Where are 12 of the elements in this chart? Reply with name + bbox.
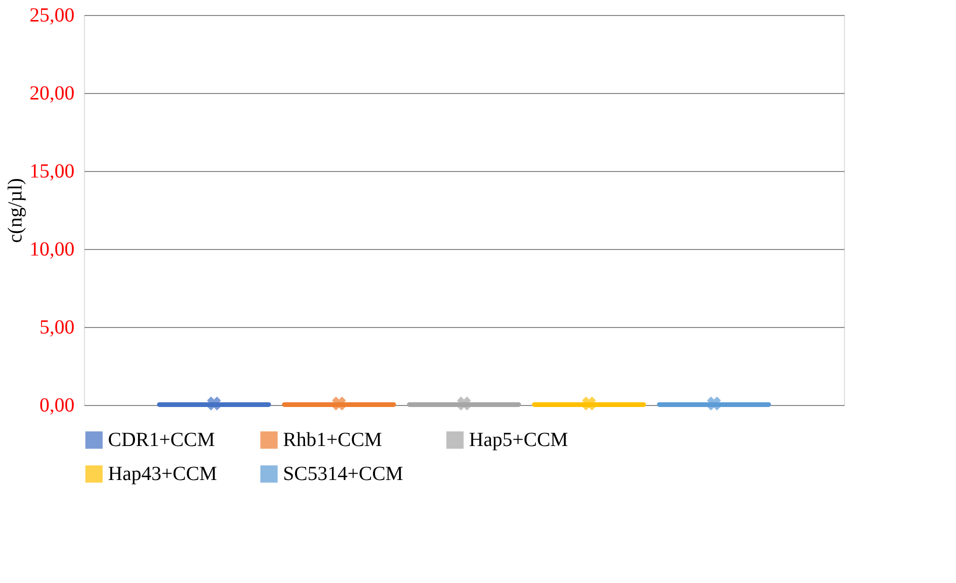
y-tick-label: 10,00 xyxy=(30,238,74,260)
y-tick-label: 15,00 xyxy=(30,160,74,182)
legend-label: Rhb1+CCM xyxy=(283,429,382,452)
y-tick-label: 25,00 xyxy=(30,4,74,26)
legend-label: Hap5+CCM xyxy=(469,429,568,452)
y-tick-label: 0,00 xyxy=(40,394,74,416)
y-tick-label: 5,00 xyxy=(40,316,74,338)
y-tick-label: 20,00 xyxy=(30,82,74,104)
legend-label: SC5314+CCM xyxy=(283,463,404,485)
y-axis-title: c(ng/µl) xyxy=(4,178,26,243)
legend-label: CDR1+CCM xyxy=(108,429,216,452)
legend-label: Hap43+CCM xyxy=(108,463,218,485)
